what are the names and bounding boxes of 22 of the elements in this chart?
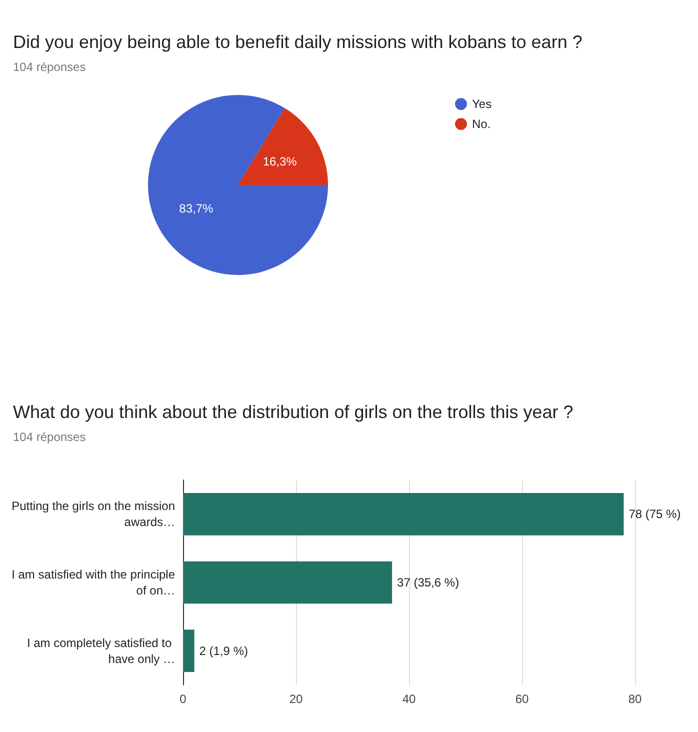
y-tick-label: I am completely satisfied to have only … [26,636,175,666]
y-tick-label: Putting the girls on the mission awards… [12,499,175,530]
text: 104 réponses [13,430,86,444]
x-tick-label: 20 [289,692,303,706]
data-label: 83,7% [179,202,214,216]
data-label: 2 (1,9 %) [199,644,248,658]
y-tick-label: I am satisfied with the principle of on… [12,568,176,598]
x-tick-label: 0 [180,692,187,706]
legend-label: Yes [472,97,492,111]
chart-title: What do you think about the distribution of girls on the trolls this year ? [13,402,574,422]
legend-label: No. [472,117,491,131]
x-tick-label: 40 [402,692,416,706]
data-label: 78 (75 %) [628,507,681,522]
text: 104 réponses [13,60,86,74]
data-label: 37 (35,6 %) [397,576,460,590]
x-tick-label: 60 [515,692,529,706]
chart-title: Did you enjoy being able to benefit daily missions with kobans to earn ? [13,32,582,52]
bar [183,630,194,672]
data-label: 16,3% [262,154,298,168]
bar [183,492,624,536]
bar [183,561,392,604]
x-tick-label: 80 [628,692,642,706]
